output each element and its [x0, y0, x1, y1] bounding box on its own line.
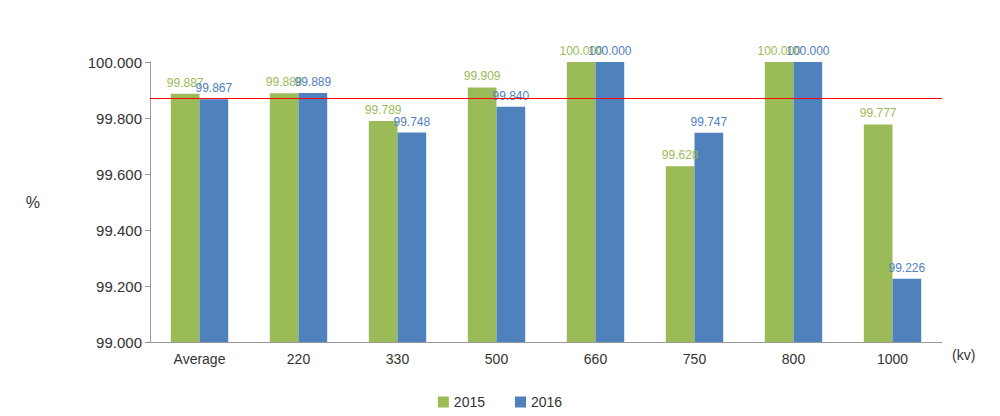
svg-text:2016: 2016: [531, 394, 562, 410]
svg-text:99.867: 99.867: [196, 81, 233, 95]
svg-text:99.777: 99.777: [860, 106, 897, 120]
svg-text:100.000: 100.000: [559, 44, 603, 58]
svg-text:99.226: 99.226: [889, 261, 926, 275]
svg-text:99.888: 99.888: [265, 75, 303, 90]
svg-text:100.000: 100.000: [757, 44, 801, 58]
svg-text:220: 220: [287, 351, 311, 367]
svg-text:99.600: 99.600: [96, 166, 142, 183]
svg-text:2015: 2015: [454, 394, 485, 410]
svg-text:99.747: 99.747: [691, 115, 728, 129]
svg-text:330: 330: [386, 351, 410, 367]
svg-text:99.628: 99.628: [662, 148, 699, 162]
svg-text:660: 660: [584, 351, 608, 367]
svg-text:99.200: 99.200: [96, 278, 142, 295]
svg-text:%: %: [26, 194, 40, 211]
svg-text:1000: 1000: [877, 351, 908, 367]
svg-text:99.909: 99.909: [464, 69, 501, 83]
svg-text:99.748: 99.748: [394, 115, 431, 129]
svg-text:99.000: 99.000: [96, 334, 142, 351]
svg-text:100.000: 100.000: [588, 44, 632, 58]
svg-text:99.789: 99.789: [364, 103, 402, 118]
svg-text:99.887: 99.887: [166, 75, 204, 90]
svg-text:99.889: 99.889: [295, 75, 332, 89]
svg-text:99.840: 99.840: [493, 89, 530, 103]
svg-text:99.800: 99.800: [96, 110, 142, 127]
svg-text:500: 500: [485, 351, 509, 367]
svg-text:Average: Average: [174, 351, 226, 367]
svg-text:99.400: 99.400: [96, 222, 142, 239]
svg-text:800: 800: [782, 351, 806, 367]
svg-text:100.000: 100.000: [786, 44, 830, 58]
svg-text:100.000: 100.000: [88, 54, 142, 71]
svg-text:(kv): (kv): [952, 347, 975, 363]
svg-text:750: 750: [683, 351, 707, 367]
